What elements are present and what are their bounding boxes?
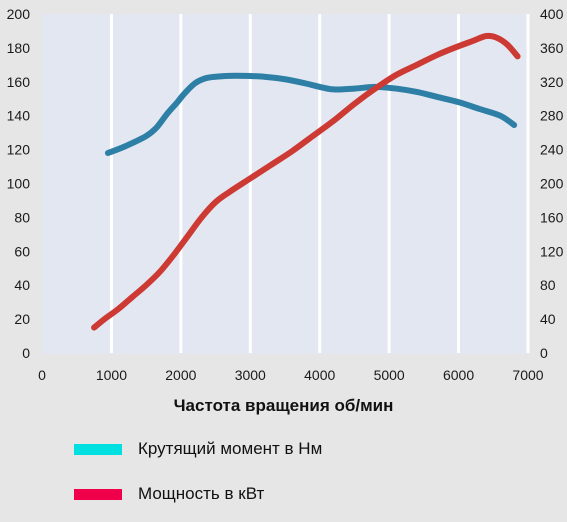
grid: [109, 14, 530, 353]
x-tick-3000: 3000: [235, 367, 266, 383]
y-left-tick-140: 140: [7, 108, 31, 124]
legend-swatch-torque: [74, 443, 122, 455]
y-left-tick-180: 180: [7, 40, 31, 56]
legend-swatch-power: [74, 488, 122, 500]
y-right-tick-240: 240: [540, 142, 564, 158]
y-right-tick-80: 80: [540, 277, 556, 293]
legend-label-power: Мощность в кВт: [138, 484, 265, 503]
y-right-tick-120: 120: [540, 243, 564, 259]
x-tick-4000: 4000: [304, 367, 335, 383]
y-left-tick-40: 40: [14, 277, 30, 293]
y-right-tick-400: 400: [540, 6, 564, 22]
series-lines: [91, 32, 521, 331]
legend-label-torque: Крутящий момент в Нм: [138, 439, 323, 458]
y-right-tick-360: 360: [540, 40, 564, 56]
x-tick-5000: 5000: [374, 367, 405, 383]
y-left-tick-100: 100: [7, 176, 31, 192]
y-left-tick-0: 0: [22, 345, 30, 361]
legend-item-torque: Крутящий момент в Нм: [74, 437, 322, 461]
x-tick-1000: 1000: [96, 367, 127, 383]
y-left-tick-80: 80: [14, 209, 30, 225]
y-right-tick-280: 280: [540, 108, 564, 124]
x-tick-6000: 6000: [443, 367, 474, 383]
y-left-tick-20: 20: [14, 311, 30, 327]
x-tick-0: 0: [38, 367, 46, 383]
y-right-tick-0: 0: [540, 345, 548, 361]
y-left-tick-120: 120: [7, 142, 31, 158]
y-axis-right: 0 40 80 120 160 200 240 280 320 360 400: [540, 6, 564, 361]
series-line-power: [91, 32, 521, 331]
y-axis-left: 0 20 40 60 80 100 120 140 160 180 200: [7, 6, 31, 361]
y-right-tick-40: 40: [540, 311, 556, 327]
y-right-tick-160: 160: [540, 209, 564, 225]
plot-area: [42, 14, 528, 354]
legend-item-power: Мощность в кВт: [74, 482, 264, 506]
x-axis: 0 1000 2000 3000 4000 5000 6000 7000: [38, 367, 544, 383]
series-line-torque: [104, 72, 518, 156]
x-tick-7000: 7000: [512, 367, 543, 383]
x-axis-title: Частота вращения об/мин: [173, 396, 394, 415]
y-right-tick-320: 320: [540, 74, 564, 90]
x-tick-2000: 2000: [165, 367, 196, 383]
y-left-tick-60: 60: [14, 243, 30, 259]
y-left-tick-200: 200: [7, 6, 31, 22]
y-right-tick-200: 200: [540, 176, 564, 192]
y-left-tick-160: 160: [7, 74, 31, 90]
